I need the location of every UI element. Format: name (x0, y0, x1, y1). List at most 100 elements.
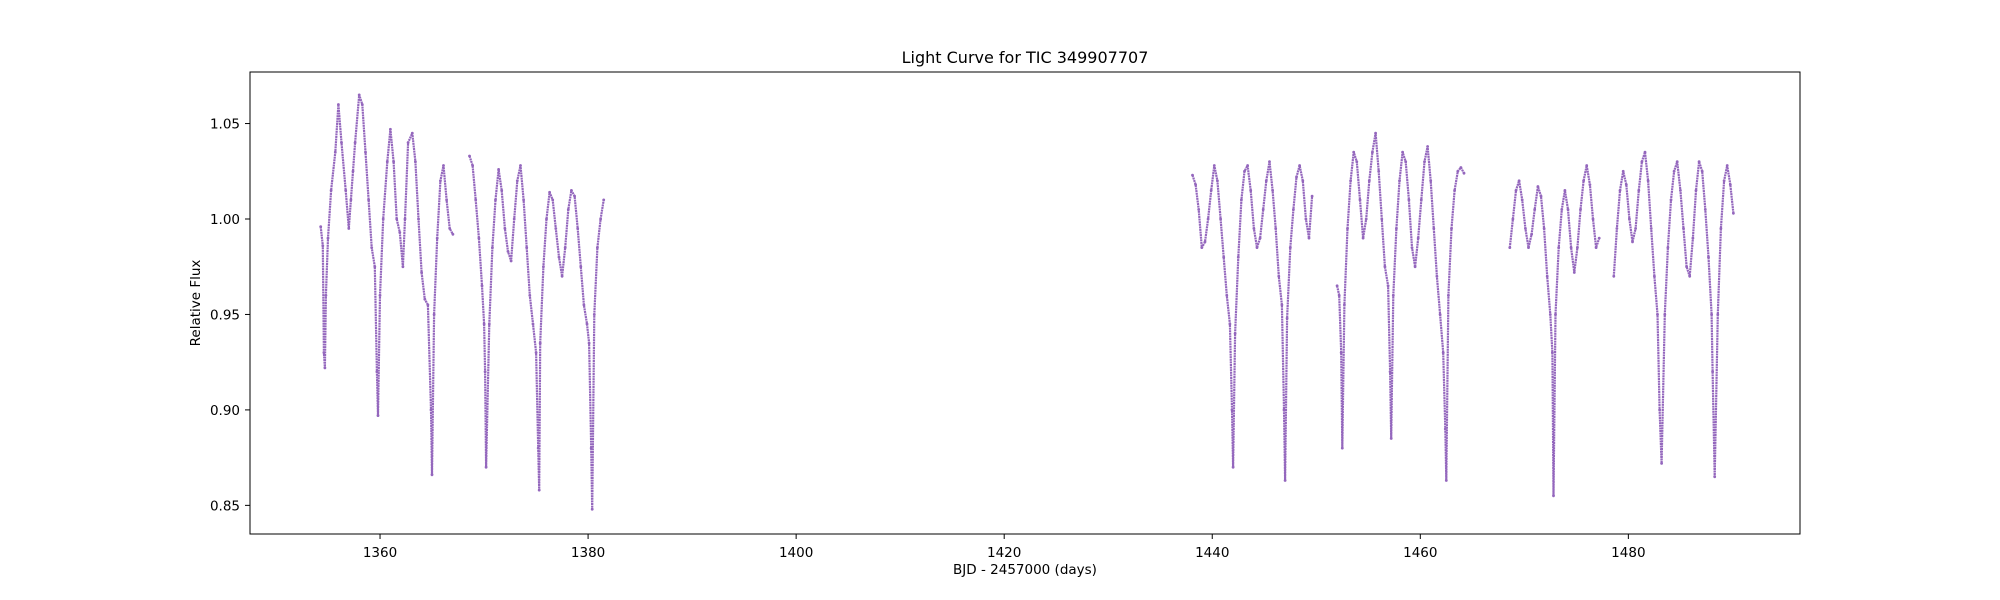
y-tick-label: 0.95 (210, 307, 240, 323)
flux-data-point (1212, 164, 1216, 167)
flux-data-point (326, 236, 330, 240)
flux-data-point (1533, 208, 1537, 211)
flux-data-point (1426, 145, 1429, 148)
flux-data-point (1200, 246, 1204, 250)
x-tick-label: 1460 (1403, 545, 1437, 561)
flux-data-point (1557, 246, 1561, 250)
flux-data-point (1371, 150, 1374, 154)
flux-data-point (351, 169, 355, 173)
flux-data-point (1508, 246, 1512, 250)
flux-data-point (1658, 408, 1661, 412)
flux-data-point (1304, 217, 1308, 221)
flux-data-point (323, 366, 327, 370)
flux-data-point (1459, 166, 1463, 169)
flux-data-point (1694, 189, 1698, 192)
flux-data-point (1679, 189, 1682, 192)
flux-data-point (1656, 313, 1659, 316)
flux-data-point (414, 160, 417, 164)
flux-data-point (1219, 217, 1222, 221)
flux-data-point (483, 370, 487, 374)
chart-title: Light Curve for TIC 349907707 (902, 48, 1149, 67)
flux-data-point (1310, 194, 1314, 198)
y-axis-ticks: 0.85 0.90 0.95 1.00 1.05 (210, 117, 250, 514)
flux-data-point (592, 313, 596, 316)
flux-data-point (1441, 351, 1445, 354)
flux-data-point (1249, 189, 1253, 192)
flux-data-point (375, 370, 379, 374)
flux-data-point (1292, 208, 1295, 211)
flux-data-point (1628, 217, 1631, 221)
flux-data-point (1352, 150, 1356, 154)
flux-data-point (435, 236, 439, 240)
flux-data-point (1367, 179, 1371, 183)
flux-data-point (471, 164, 474, 167)
flux-data-point (1634, 227, 1637, 230)
x-tick-label: 1420 (987, 545, 1021, 561)
flux-data-point (596, 246, 599, 250)
flux-data-point (1277, 274, 1281, 278)
flux-data-point (1343, 303, 1346, 307)
flux-data-point (1637, 189, 1641, 192)
flux-data-point (367, 198, 370, 202)
flux-data-point (1423, 160, 1426, 164)
flux-data-point (1301, 179, 1305, 183)
flux-data-point (1429, 179, 1433, 183)
flux-data-point (515, 179, 519, 183)
flux-data-point (423, 297, 427, 301)
y-tick-label: 1.00 (210, 212, 240, 228)
light-curve-segment (1191, 160, 1314, 482)
flux-data-point (1398, 179, 1401, 183)
flux-data-point (1615, 227, 1619, 230)
flux-data-point (554, 227, 558, 230)
flux-data-point (503, 227, 507, 230)
flux-data-point (1725, 164, 1729, 167)
flux-data-point (1407, 198, 1411, 202)
flux-data-point (1231, 465, 1235, 469)
flux-data-point (1517, 179, 1521, 183)
flux-data-point (1209, 189, 1213, 192)
flux-data-point (1524, 227, 1527, 230)
flux-data-point (1669, 198, 1673, 202)
flux-data-point (1530, 232, 1533, 236)
flux-data-point (1444, 479, 1448, 482)
flux-data-point (589, 446, 593, 450)
flux-data-point (1618, 189, 1622, 192)
flux-data-point (401, 265, 405, 269)
flux-data-point (1554, 313, 1557, 316)
flux-data-point (545, 217, 548, 221)
flux-data-point (1728, 183, 1732, 187)
flux-data-point (1225, 294, 1229, 297)
flux-data-point (506, 250, 510, 253)
flux-data-point (1361, 236, 1365, 240)
flux-data-point (1536, 185, 1540, 188)
flux-data-point (1660, 462, 1663, 465)
x-tick-label: 1440 (1195, 545, 1229, 561)
flux-data-point (1682, 227, 1685, 230)
flux-data-point (1569, 246, 1573, 250)
x-axis-ticks: 1360 1380 1400 1420 1440 1460 1480 (363, 534, 1646, 561)
flux-data-point (538, 341, 542, 345)
flux-data-point (1416, 236, 1420, 240)
flux-data-point (1252, 227, 1256, 230)
flux-data-point (1450, 227, 1453, 230)
flux-data-point (1339, 351, 1343, 354)
flux-data-point (1206, 217, 1210, 221)
flux-data-point (1349, 179, 1352, 183)
flux-data-point (329, 189, 333, 192)
x-axis-label: BJD - 2457000 (days) (953, 562, 1097, 578)
flux-data-point (566, 208, 570, 211)
flux-data-point (579, 265, 583, 269)
flux-data-point (370, 246, 374, 250)
flux-data-point (439, 179, 442, 183)
flux-data-point (426, 303, 430, 307)
flux-data-point (573, 194, 576, 198)
y-tick-label: 0.85 (210, 498, 240, 514)
flux-data-point (1672, 169, 1676, 173)
flux-data-point (1268, 160, 1271, 164)
flux-data-point (1246, 164, 1249, 167)
flux-data-point (1447, 294, 1450, 297)
flux-data-point (347, 227, 351, 230)
flux-data-point (1707, 255, 1710, 259)
flux-data-point (429, 408, 433, 412)
